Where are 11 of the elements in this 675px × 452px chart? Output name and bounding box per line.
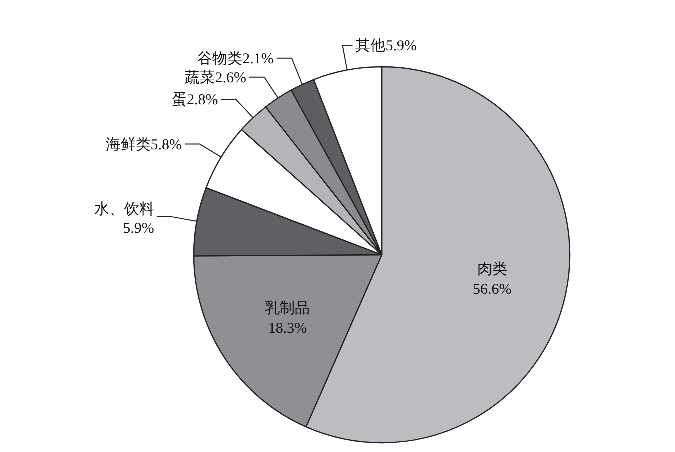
data-label: 5.9% bbox=[123, 221, 154, 238]
slice-label: 蛋2.8% bbox=[172, 92, 218, 109]
slice-label: 水、饮料 bbox=[94, 201, 154, 218]
data-label: 56.6% bbox=[473, 282, 512, 298]
slice-label: 海鲜类5.8% bbox=[106, 136, 182, 154]
slice-label: 谷物类2.1% bbox=[198, 50, 274, 68]
data-label: 18.3% bbox=[268, 320, 308, 337]
slice-label: 肉类 bbox=[477, 261, 508, 278]
slice-label: 其他5.9% bbox=[356, 38, 417, 55]
slice-label: 蔬菜2.6% bbox=[185, 69, 246, 86]
slice-label: 乳制品 bbox=[265, 300, 310, 317]
